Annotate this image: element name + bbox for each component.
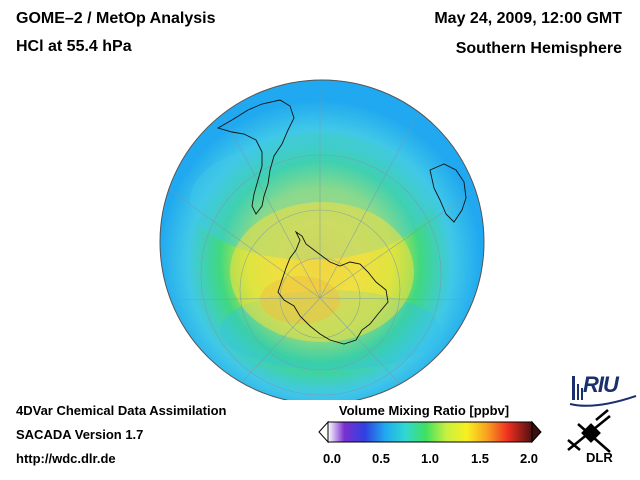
colorbar-arrow-left [318,420,329,444]
graticule [164,90,481,396]
colorbar-ramp [327,421,533,443]
map-title: GOME–2 / MetOp Analysis [16,10,216,27]
footer-version: SACADA Version 1.7 [16,427,144,442]
colorbar-tick: 2.0 [519,451,539,466]
field-high-core [230,202,414,342]
dlr-logo: DLR [586,450,613,465]
colorbar-tick: 0.5 [371,451,391,466]
coastline-antarctica [277,230,389,345]
riu-logo: RIU [583,372,619,397]
footer-url: http://wdc.dlr.de [16,451,116,466]
colorbar-tick: 1.5 [470,451,490,466]
map-subtitle: HCl at 55.4 hPa [16,38,132,55]
colorbar-title: Volume Mixing Ratio [ppbv] [338,403,510,418]
coastline-africa [429,163,467,223]
dlr-logo-icon [567,409,611,453]
colorbar-arrow-right [531,420,542,444]
globe-outline [159,79,485,400]
riu-swoosh-icon [569,395,637,407]
polar-globe-map [159,79,485,400]
map-hemisphere: Southern Hemisphere [455,40,622,57]
coastline-south-america [216,99,295,215]
map-date: May 24, 2009, 12:00 GMT [434,10,622,27]
colorbar-tick: 0.0 [322,451,342,466]
footer-method: 4DVar Chemical Data Assimilation [16,403,227,418]
riu-mark-icon [572,376,583,400]
logo-graphics [567,376,637,453]
colorbar [318,420,542,444]
colorbar-tick: 1.0 [420,451,440,466]
